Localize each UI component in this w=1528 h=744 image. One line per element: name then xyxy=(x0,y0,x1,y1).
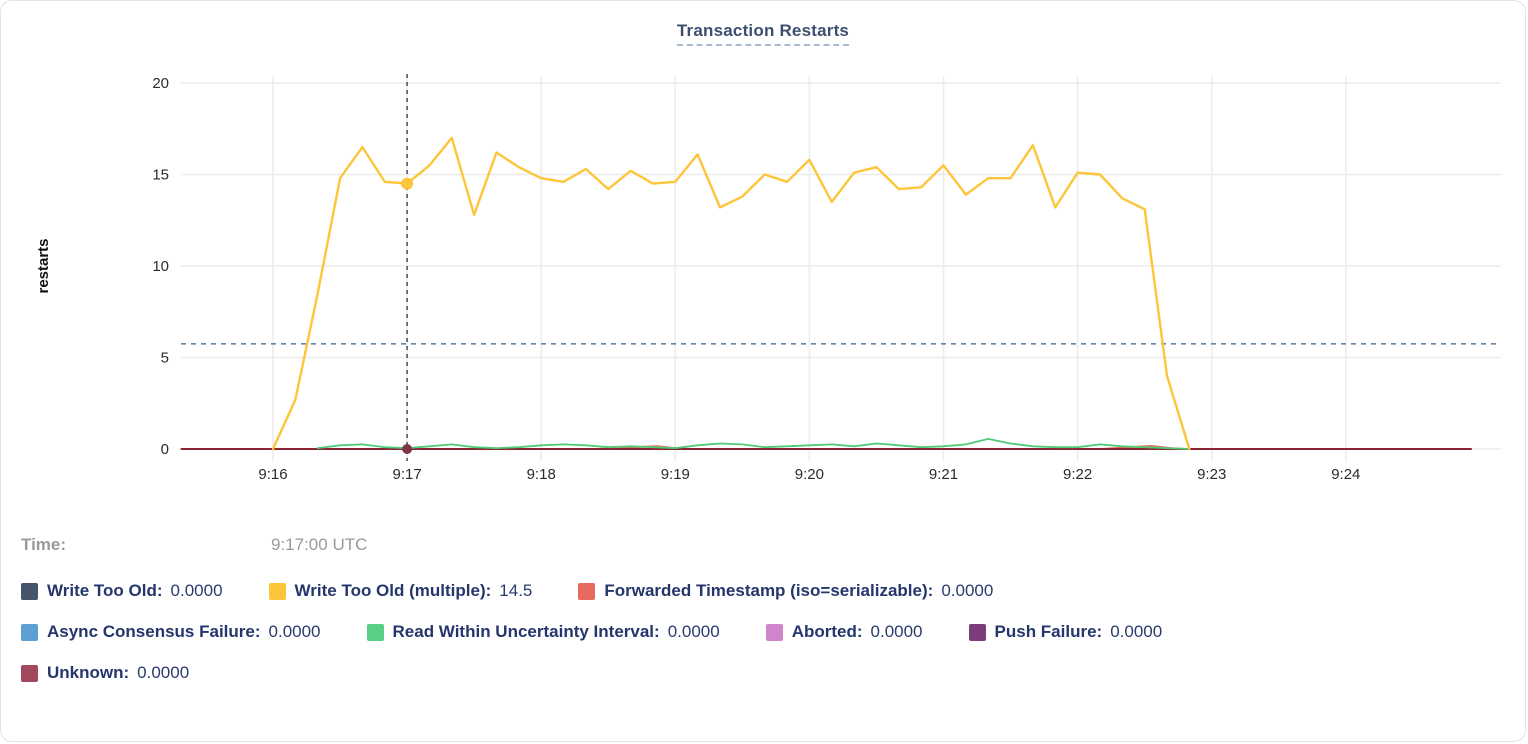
legend-series-label: Async Consensus Failure: xyxy=(47,622,261,641)
x-tick-label: 9:24 xyxy=(1331,466,1360,483)
restarts-line-chart[interactable]: 0 5 10 15 20 9:16 9:17 9:18 9:19 9:20 9:21 9:22 9:23… xyxy=(1,61,1526,501)
hover-time-value: 9:17:00 UTC xyxy=(271,535,368,554)
legend-swatch-icon xyxy=(21,623,38,641)
x-tick-label: 9:22 xyxy=(1063,466,1092,483)
legend-item: Push Failure: 0.0000 xyxy=(968,622,1163,642)
y-tick-label: 10 xyxy=(152,258,169,275)
legend-row: Async Consensus Failure: 0.0000 Read Withi… xyxy=(21,622,1525,642)
legend-item: Forwarded Timestamp (iso=serializable): 0… xyxy=(578,581,993,601)
legend-item: Write Too Old: 0.0000 xyxy=(21,581,223,601)
legend-series-label: Write Too Old: xyxy=(47,581,163,600)
legend-swatch-icon xyxy=(268,582,286,600)
series-line-write-too-old-multiple xyxy=(271,136,1191,451)
series-line-read-within-uncertainty-interval xyxy=(316,437,1191,450)
x-tick-label: 9:17 xyxy=(392,466,421,483)
x-tick-label: 9:21 xyxy=(929,466,958,483)
hover-dot-unknown xyxy=(402,444,413,454)
chart-header: Transaction Restarts xyxy=(1,1,1525,61)
legend-series-value: 0.0000 xyxy=(268,622,321,641)
legend-swatch-icon xyxy=(578,582,596,600)
y-tick-label: 0 xyxy=(161,441,169,458)
legend-swatch-icon xyxy=(366,623,384,641)
legend-item: Unknown: 0.0000 xyxy=(21,663,189,683)
legend-series-value: 0.0000 xyxy=(170,581,223,600)
legend-item: Aborted: 0.0000 xyxy=(765,622,923,642)
legend-series-label: Read Within Uncertainty Interval: xyxy=(392,622,660,641)
chart-legend: Write Too Old: 0.0000 Write Too Old (multi… xyxy=(1,555,1525,683)
hover-time-label: Time: xyxy=(21,535,67,554)
legend-series-value: 0.0000 xyxy=(941,581,994,600)
legend-swatch-icon xyxy=(21,664,38,682)
y-tick-label: 15 xyxy=(152,167,169,184)
legend-item: Write Too Old (multiple): 14.5 xyxy=(268,581,533,601)
legend-item: Async Consensus Failure: 0.0000 xyxy=(21,622,321,642)
legend-swatch-icon xyxy=(21,582,38,600)
legend-item: Read Within Uncertainty Interval: 0.0000 xyxy=(366,622,720,642)
legend-series-label: Push Failure: xyxy=(994,622,1103,641)
legend-series-value: 0.0000 xyxy=(1110,622,1163,641)
legend-series-label: Write Too Old (multiple): xyxy=(294,581,492,600)
hover-dot-write-too-old-multiple xyxy=(401,177,414,190)
x-tick-label: 9:19 xyxy=(661,466,690,483)
legend-series-label: Unknown: xyxy=(47,663,130,682)
x-tick-label: 9:18 xyxy=(527,466,556,483)
legend-row: Unknown: 0.0000 xyxy=(21,663,1525,683)
x-tick-label: 9:23 xyxy=(1197,466,1226,483)
y-axis-title: restarts xyxy=(35,238,52,293)
y-tick-label: 5 xyxy=(161,350,169,367)
legend-series-value: 0.0000 xyxy=(870,622,923,641)
legend-swatch-icon xyxy=(968,623,986,641)
legend-series-label: Aborted: xyxy=(791,622,863,641)
y-tick-label: 20 xyxy=(152,75,169,92)
legend-series-label: Forwarded Timestamp (iso=serializable): xyxy=(604,581,934,600)
legend-series-value: 0.0000 xyxy=(667,622,720,641)
x-tick-label: 9:16 xyxy=(258,466,287,483)
hover-time-row: Time: 9:17:00 UTC xyxy=(1,535,1525,555)
legend-series-value: 14.5 xyxy=(499,581,533,600)
legend-row: Write Too Old: 0.0000 Write Too Old (multi… xyxy=(21,581,1525,601)
x-tick-label: 9:20 xyxy=(795,466,824,483)
chart-title[interactable]: Transaction Restarts xyxy=(676,21,850,46)
legend-swatch-icon xyxy=(765,623,783,641)
legend-series-value: 0.0000 xyxy=(137,663,190,682)
